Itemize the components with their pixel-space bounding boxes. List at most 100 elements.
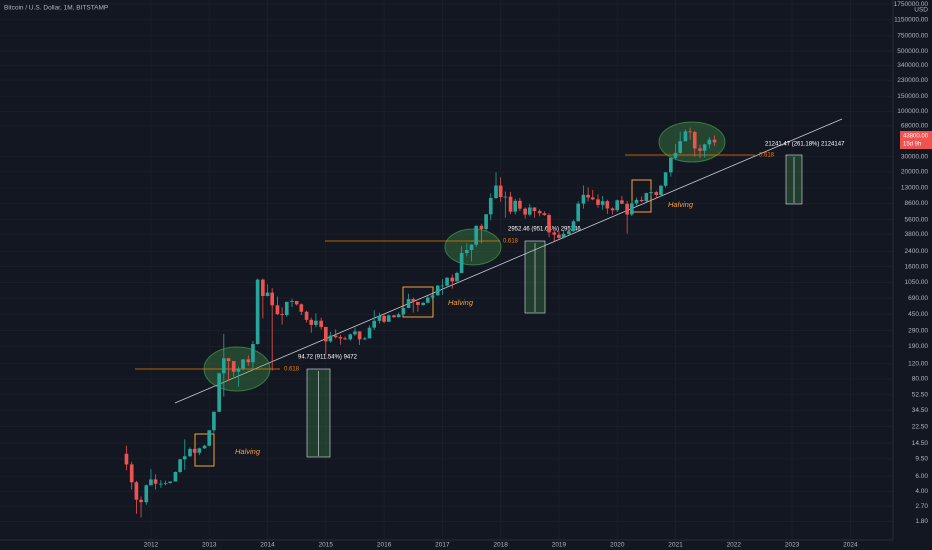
y-tick-label: 30000.00 — [901, 153, 928, 160]
y-tick-label: 3800.00 — [905, 231, 929, 238]
halving-label: Halving — [448, 298, 474, 307]
halving-label: Halving — [668, 200, 694, 209]
x-tick-label: 2020 — [610, 542, 625, 549]
candle-body — [319, 320, 323, 327]
candles — [124, 127, 717, 518]
candle-body — [353, 331, 357, 335]
candle-body — [586, 194, 590, 198]
y-tick-label: 1050.00 — [905, 279, 929, 286]
candle-body — [406, 299, 411, 308]
candle-body — [435, 285, 440, 296]
x-tick-label: 2015 — [319, 542, 334, 549]
candle-body — [561, 233, 566, 238]
y-tick-label: 230000.00 — [897, 77, 928, 84]
x-tick-label: 2016 — [377, 542, 392, 549]
countdown: 15d 9h — [903, 142, 921, 148]
candle-body — [275, 305, 280, 315]
y-tick-label: 750000.00 — [897, 33, 928, 40]
candle-body — [692, 132, 697, 149]
measure-label: 94.72 (911.54%) 9472 — [298, 355, 358, 361]
candle-body — [576, 203, 581, 222]
y-tick-label: 80.00 — [912, 376, 929, 383]
candle-body — [669, 157, 673, 173]
grid — [0, 0, 893, 540]
candle-body — [455, 272, 459, 282]
candle-body — [567, 231, 571, 234]
last-price: 43800.00 — [903, 134, 929, 140]
price-tag — [900, 131, 932, 149]
halving-box — [631, 179, 652, 213]
y-tick-label: 190.00 — [908, 343, 928, 350]
y-tick-label: 13000.00 — [901, 185, 928, 192]
candle-body — [498, 185, 503, 198]
candle-body — [465, 249, 469, 253]
candle-body — [386, 315, 391, 322]
candle-body — [309, 319, 314, 325]
candle-body — [149, 479, 153, 486]
candle-body — [688, 131, 692, 133]
candle-body — [474, 225, 479, 245]
currency-label: USD — [914, 7, 928, 14]
candle-body — [557, 234, 561, 238]
measure-label: 2952.46 (951.64%) 295246 — [508, 227, 581, 233]
y-tick-label: 5600.00 — [905, 216, 929, 223]
x-tick-label: 2022 — [727, 542, 742, 549]
candle-body — [590, 197, 595, 200]
y-tick-label: 290.00 — [908, 327, 928, 334]
candle-body — [513, 200, 518, 212]
candle-body — [430, 295, 435, 298]
candle-body — [416, 301, 420, 305]
x-tick-label: 2014 — [260, 542, 275, 549]
y-tick-label: 690.00 — [908, 295, 928, 302]
candle-body — [542, 213, 547, 216]
candle-body — [226, 358, 231, 362]
candle-body — [421, 302, 425, 305]
y-tick-label: 22.50 — [912, 423, 929, 430]
annotations: Halving Halving Halving 0.618 0.618 0.61… — [135, 118, 845, 467]
candle-body — [236, 368, 241, 372]
candle-body — [712, 139, 717, 143]
candle-body — [440, 285, 445, 287]
y-tick-label: 14.50 — [912, 440, 929, 447]
candle-body — [217, 373, 221, 412]
y-tick-label: 9.50 — [915, 456, 928, 463]
measure-label: 21241.47 (261.18%) 2124147 — [765, 142, 845, 148]
candle-body — [620, 200, 624, 204]
y-tick-label: 500000.00 — [897, 48, 928, 55]
candle-body — [212, 411, 216, 431]
candle-body — [129, 464, 134, 483]
candle-body — [261, 279, 265, 297]
fib-label: 0.618 — [503, 239, 519, 245]
candle-body — [392, 315, 396, 318]
candle-body — [625, 203, 629, 215]
candle-body — [377, 315, 382, 321]
candle-body — [202, 445, 207, 449]
candle-body — [367, 327, 372, 339]
candle-body — [707, 139, 712, 145]
x-tick-label: 2012 — [144, 542, 159, 549]
candle-body — [537, 211, 542, 214]
candle-body — [246, 359, 251, 363]
candle-body — [178, 459, 182, 473]
y-tick-label: 2.70 — [915, 503, 928, 510]
x-tick-label: 2024 — [843, 542, 858, 549]
candle-body — [323, 326, 328, 342]
candle-body — [363, 338, 367, 340]
candle-body — [596, 199, 600, 205]
candle-body — [678, 141, 682, 153]
candle-body — [552, 232, 557, 235]
candle-body — [299, 304, 304, 312]
candle-body — [124, 453, 129, 465]
candle-body — [357, 331, 362, 340]
x-tick-label: 2021 — [668, 542, 683, 549]
candle-body — [328, 335, 333, 342]
candle-body — [605, 201, 610, 209]
candle-body — [639, 199, 644, 202]
y-tick-label: 1.80 — [915, 518, 928, 525]
y-tick-label: 1150000.00 — [894, 17, 928, 24]
candle-body — [523, 208, 527, 215]
fib-label: 0.618 — [284, 367, 300, 373]
y-tick-label: 52.50 — [912, 391, 929, 398]
candle-body — [265, 292, 270, 297]
